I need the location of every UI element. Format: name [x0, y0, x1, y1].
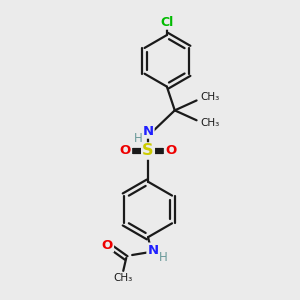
- Text: N: N: [147, 244, 158, 256]
- Text: N: N: [142, 125, 154, 138]
- Text: CH₃: CH₃: [200, 118, 220, 128]
- Text: H: H: [134, 132, 142, 145]
- Text: CH₃: CH₃: [114, 273, 133, 283]
- Text: CH₃: CH₃: [200, 92, 220, 103]
- Text: S: S: [142, 143, 154, 158]
- Text: O: O: [102, 238, 113, 252]
- Text: Cl: Cl: [160, 16, 173, 29]
- Text: O: O: [165, 145, 176, 158]
- Text: H: H: [158, 251, 167, 265]
- Text: O: O: [120, 145, 131, 158]
